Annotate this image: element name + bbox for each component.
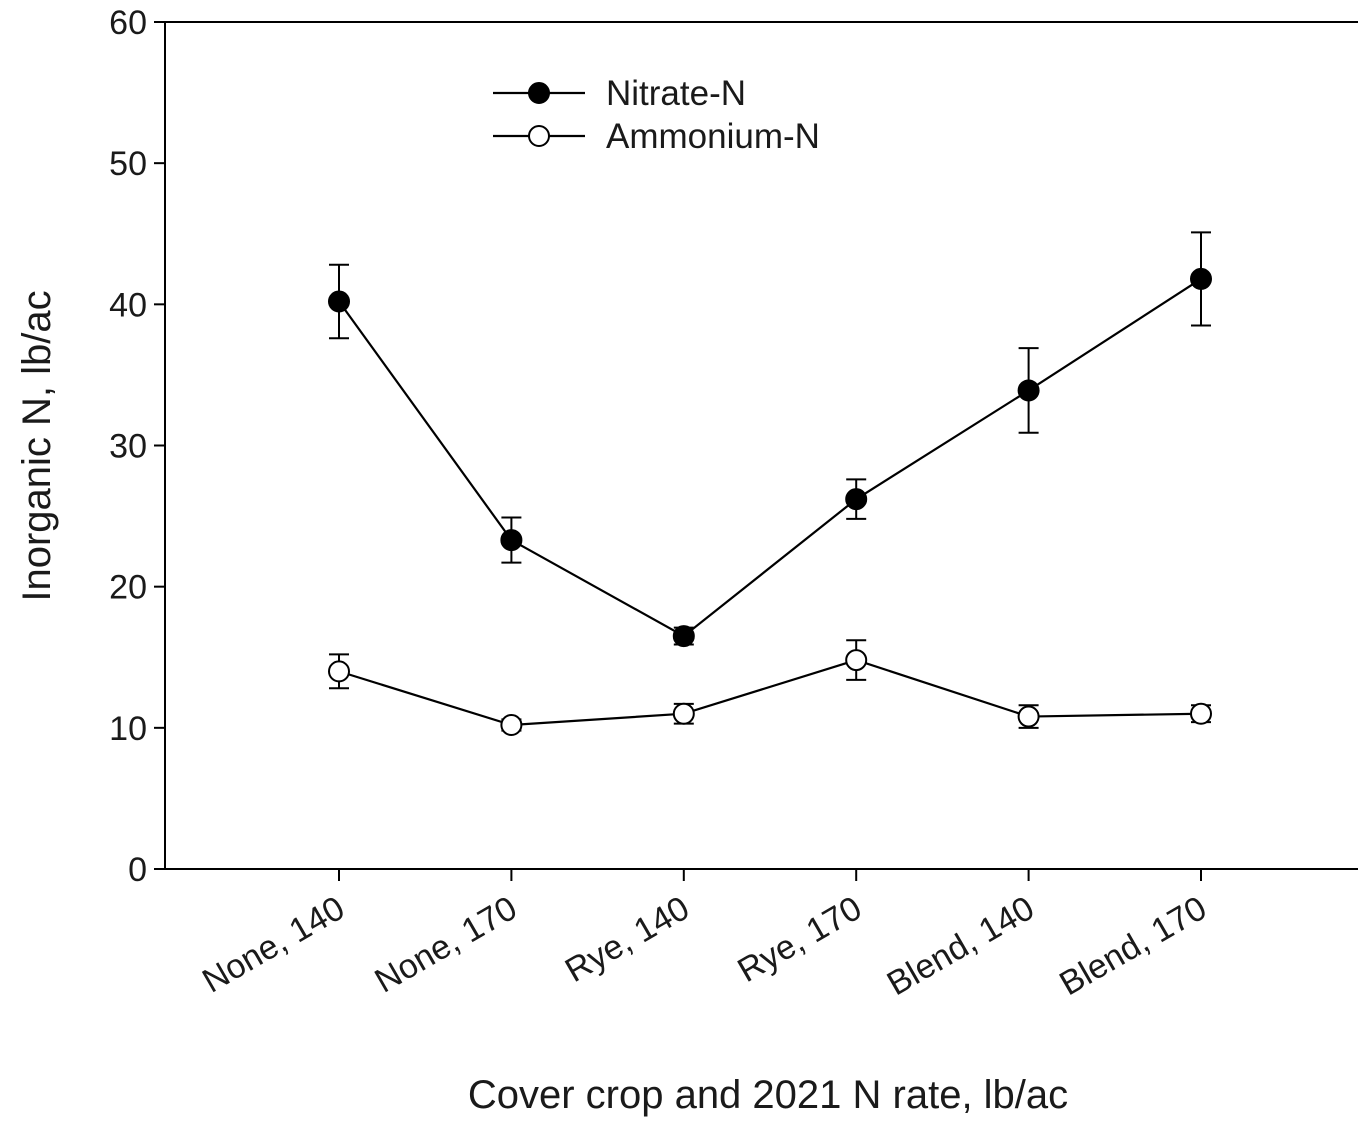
x-tick-label: None, 140 — [196, 889, 351, 1000]
data-point — [1190, 267, 1212, 290]
series-line — [338, 658, 1202, 727]
x-tick-label: Blend, 140 — [881, 889, 1041, 1003]
x-tick-label: Blend, 170 — [1053, 889, 1213, 1003]
data-point — [845, 649, 868, 672]
data-point — [328, 660, 350, 683]
x-axis-title: Cover crop and 2021 N rate, lb/ac — [468, 1073, 1068, 1117]
y-tick-label: 30 — [109, 428, 147, 466]
data-point — [328, 290, 350, 313]
data-point — [1017, 705, 1040, 728]
legend-marker — [528, 82, 550, 104]
y-tick-label: 60 — [109, 4, 147, 42]
x-tick-label: Rye, 140 — [559, 889, 696, 990]
data-point — [672, 702, 695, 725]
data-point — [1190, 702, 1212, 725]
y-axis-title: Inorganic N, lb/ac — [15, 290, 59, 601]
series-group — [328, 231, 1212, 737]
y-tick-label: 10 — [109, 710, 147, 748]
series-nitrate-n — [328, 231, 1212, 648]
y-tick-label: 50 — [109, 145, 147, 183]
series-ammonium-n — [328, 639, 1212, 737]
y-axis: 0 10 20 30 40 50 60 — [109, 4, 165, 889]
legend: Nitrate-N Ammonium-N — [493, 74, 820, 156]
y-tick-label: 0 — [128, 851, 147, 889]
x-tick-label: None, 170 — [369, 889, 524, 1000]
series-line — [338, 277, 1202, 638]
data-point — [1017, 379, 1040, 402]
y-tick-label: 20 — [109, 569, 147, 607]
x-tick-label: Rye, 170 — [731, 889, 868, 990]
data-point — [672, 625, 695, 648]
y-tick-label: 40 — [109, 286, 147, 324]
data-point — [500, 529, 523, 552]
legend-label: Ammonium-N — [606, 117, 820, 156]
data-point — [500, 714, 523, 737]
data-point — [845, 488, 868, 511]
legend-label: Nitrate-N — [606, 74, 746, 113]
x-axis: None, 140 None, 170 Rye, 140 Rye, 170 Blend,… — [196, 869, 1213, 1003]
legend-marker — [528, 125, 550, 147]
